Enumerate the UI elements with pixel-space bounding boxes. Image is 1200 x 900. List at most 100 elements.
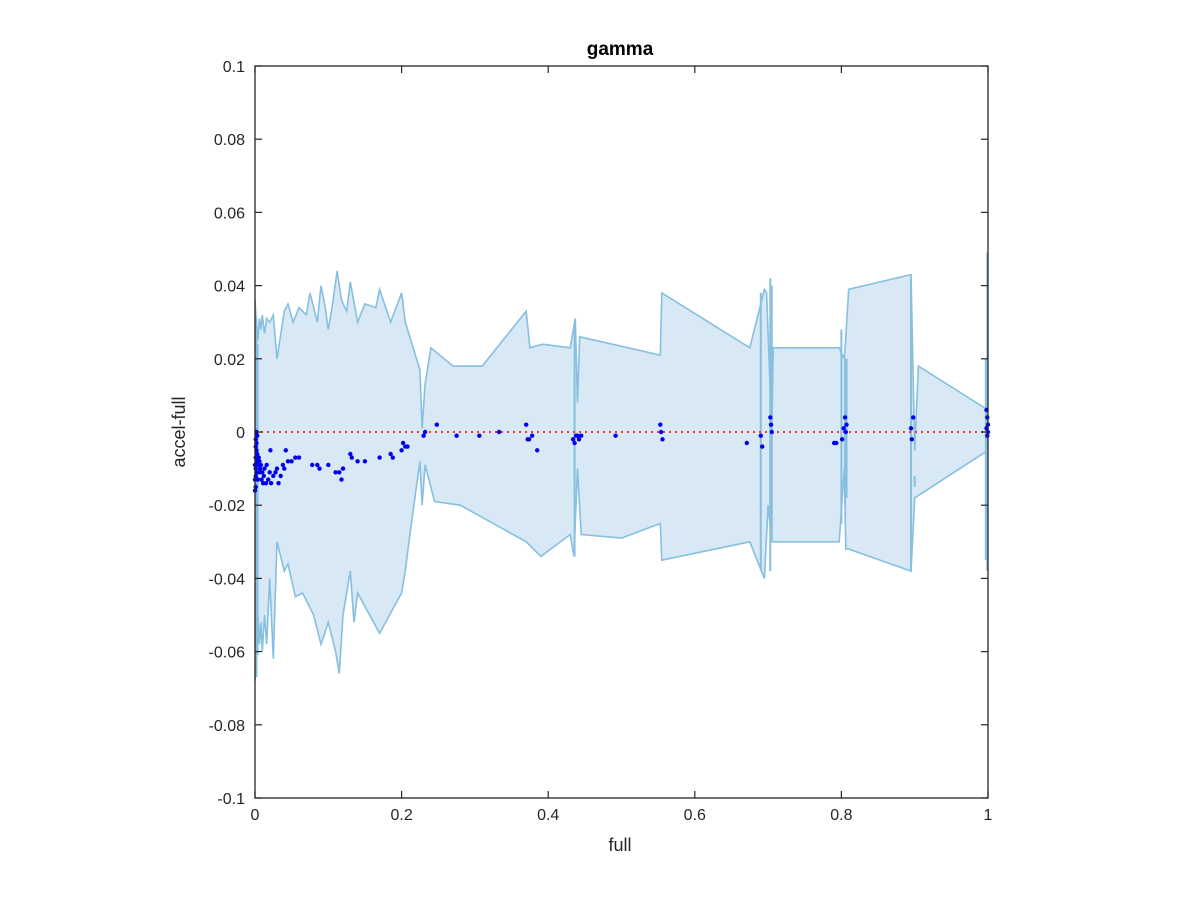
data-point xyxy=(258,462,264,468)
data-point xyxy=(348,451,353,457)
data-point xyxy=(333,470,338,475)
data-point xyxy=(273,470,278,475)
x-axis-ticks: 0 0.2 0.4 0.6 0.8 1 xyxy=(251,66,993,824)
data-point xyxy=(434,422,439,427)
data-point xyxy=(529,433,535,438)
y-tick-label: 0.1 xyxy=(223,59,245,76)
data-point xyxy=(268,448,273,453)
data-point xyxy=(454,433,459,438)
data-point xyxy=(255,451,260,457)
data-point xyxy=(337,470,342,475)
data-point xyxy=(390,455,395,460)
data-point xyxy=(399,448,404,453)
data-point xyxy=(315,462,320,468)
data-point xyxy=(285,459,291,464)
data-point xyxy=(257,459,262,464)
data-point xyxy=(496,429,502,435)
data-point xyxy=(760,444,765,449)
y-tick-label: -0.06 xyxy=(209,645,246,662)
data-point xyxy=(768,422,774,427)
band-upper-edge xyxy=(254,270,989,451)
data-point xyxy=(844,422,849,427)
data-point xyxy=(839,437,845,442)
data-point xyxy=(263,481,269,486)
data-point xyxy=(841,426,846,431)
y-tick-label: 0.02 xyxy=(214,352,245,369)
data-point xyxy=(289,459,294,464)
data-point xyxy=(834,440,839,446)
data-point xyxy=(280,462,286,468)
data-point xyxy=(255,433,260,438)
data-point xyxy=(283,448,288,453)
data-point xyxy=(355,459,360,464)
data-point xyxy=(326,462,331,468)
band-lower-edge xyxy=(254,449,989,681)
chart-title: gamma xyxy=(587,39,654,60)
data-point xyxy=(377,455,382,460)
y-tick-label: -0.04 xyxy=(209,571,246,588)
data-point xyxy=(572,440,577,446)
data-point xyxy=(261,473,266,479)
data-point xyxy=(271,473,276,479)
band-fill xyxy=(255,271,988,681)
data-point xyxy=(274,466,280,471)
data-point xyxy=(253,466,258,471)
x-tick-label: 0.8 xyxy=(830,807,852,824)
data-point xyxy=(388,451,393,457)
data-point xyxy=(266,477,271,482)
data-point xyxy=(769,429,774,435)
data-point xyxy=(264,462,269,468)
data-point xyxy=(296,455,302,460)
data-point xyxy=(310,462,315,468)
data-points xyxy=(252,407,991,493)
data-point xyxy=(660,437,665,442)
data-point xyxy=(985,415,990,420)
data-point xyxy=(422,429,428,435)
data-point xyxy=(293,455,298,460)
data-point xyxy=(256,455,261,460)
data-point xyxy=(340,466,346,471)
data-point xyxy=(526,437,532,442)
data-point xyxy=(579,433,584,438)
y-tick-label: 0 xyxy=(236,425,245,442)
data-point xyxy=(613,433,618,438)
data-point xyxy=(909,437,914,442)
y-tick-label: -0.08 xyxy=(209,718,246,735)
data-point xyxy=(260,470,265,475)
data-point xyxy=(362,459,368,464)
data-point xyxy=(278,473,283,479)
confidence-band xyxy=(254,252,989,681)
data-point xyxy=(911,415,916,420)
data-point xyxy=(570,437,576,442)
data-point xyxy=(908,426,914,431)
data-point xyxy=(985,433,990,438)
data-point xyxy=(842,415,848,420)
data-point xyxy=(255,477,261,482)
data-point xyxy=(658,422,663,427)
data-point xyxy=(405,444,410,449)
data-point xyxy=(658,429,664,435)
x-tick-label: 1 xyxy=(984,807,993,824)
data-point xyxy=(267,470,272,475)
data-point xyxy=(317,466,322,471)
x-tick-label: 0 xyxy=(251,807,260,824)
data-point xyxy=(843,429,848,435)
y-tick-label: -0.1 xyxy=(217,791,245,808)
x-tick-label: 0.2 xyxy=(390,807,412,824)
y-tick-label: -0.02 xyxy=(209,498,246,515)
data-point xyxy=(282,466,287,471)
data-point xyxy=(576,437,582,442)
y-tick-label: 0.06 xyxy=(214,205,245,222)
data-point xyxy=(268,481,274,486)
data-point xyxy=(768,415,773,420)
data-point xyxy=(524,422,529,427)
data-point xyxy=(253,484,258,490)
data-point xyxy=(758,433,763,438)
data-point xyxy=(262,466,267,471)
data-point xyxy=(477,433,482,438)
data-point xyxy=(349,455,354,460)
y-tick-label: 0.08 xyxy=(214,132,245,149)
x-tick-label: 0.4 xyxy=(537,807,559,824)
y-axis-label: accel-full xyxy=(169,396,189,467)
